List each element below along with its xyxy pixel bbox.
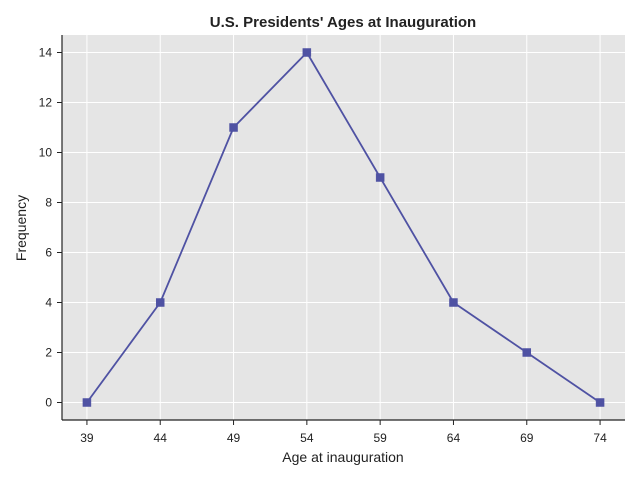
y-tick-label: 8: [45, 196, 52, 210]
y-tick-label: 2: [45, 346, 52, 360]
y-tick-label: 6: [45, 246, 52, 260]
data-point-marker: [375, 173, 385, 182]
data-point-marker: [82, 398, 92, 407]
axes-layer: [61, 35, 625, 421]
data-point-marker: [522, 348, 532, 357]
x-tick-label: 39: [80, 431, 94, 445]
data-point-marker: [449, 298, 458, 307]
x-tick-label: 54: [300, 431, 314, 445]
y-tick-label: 10: [39, 146, 53, 160]
data-point-marker: [229, 123, 238, 132]
data-point-marker: [302, 48, 312, 57]
series-layer: [82, 48, 605, 407]
data-point-marker: [595, 398, 605, 407]
series-line: [86, 51, 601, 404]
x-tick-label: 59: [373, 431, 387, 445]
grid-layer: [62, 35, 625, 420]
y-tick-label: 12: [39, 96, 53, 110]
x-axis-title: Age at inauguration: [282, 449, 403, 465]
y-tick-label: 4: [45, 296, 52, 310]
y-tick-label: 0: [45, 396, 52, 410]
x-tick-label: 64: [447, 431, 461, 445]
data-point-marker: [155, 298, 165, 307]
x-tick-label: 69: [520, 431, 534, 445]
chart-title: U.S. Presidents' Ages at Inauguration: [210, 14, 476, 31]
tick-layer: 39 44 49 54 59 64 69 74 0 2 4 6 8 10 12 14: [39, 46, 607, 446]
y-axis-title: Frequency: [13, 195, 29, 261]
y-tick-label: 14: [39, 46, 53, 60]
x-tick-label: 74: [593, 431, 607, 445]
x-tick-label: 49: [227, 431, 241, 445]
x-tick-label: 44: [154, 431, 168, 445]
